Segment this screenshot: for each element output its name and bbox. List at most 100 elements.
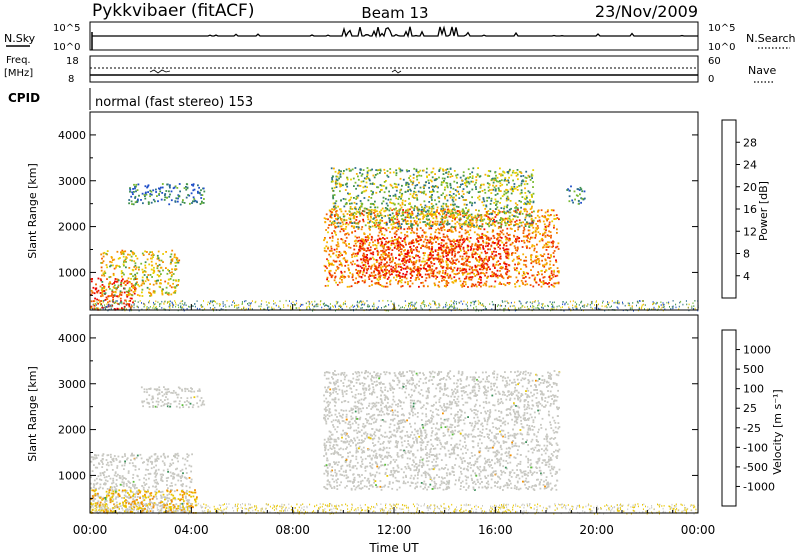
power-cell <box>652 301 654 303</box>
power-cell <box>485 280 488 283</box>
power-cell <box>154 306 156 309</box>
power-cell <box>507 277 509 280</box>
power-cell <box>493 242 496 245</box>
power-cell <box>91 278 93 280</box>
power-cell <box>401 279 403 281</box>
power-cell <box>197 184 199 187</box>
power-cell <box>141 302 142 304</box>
power-cell <box>437 227 440 230</box>
power-cell <box>460 249 462 252</box>
power-cell <box>608 301 610 304</box>
power-cell <box>353 222 356 224</box>
power-cell <box>359 200 362 202</box>
power-cell <box>494 247 496 250</box>
noise-right-tick-top: 10^5 <box>708 23 735 34</box>
power-cell <box>400 194 403 197</box>
power-cell <box>172 291 175 294</box>
power-cell <box>503 243 505 246</box>
power-cell <box>444 236 447 239</box>
power-cell <box>125 261 127 263</box>
power-cell <box>368 285 371 287</box>
power-cell <box>154 303 156 305</box>
power-cell <box>434 199 436 202</box>
power-cell <box>388 252 390 254</box>
power-cell <box>548 257 551 259</box>
power-cell <box>289 300 290 302</box>
power-cell <box>388 304 390 306</box>
power-cell <box>422 191 424 194</box>
power-cell <box>460 195 463 198</box>
power-cell <box>489 220 492 223</box>
power-cell <box>399 275 402 278</box>
power-cell <box>613 301 615 304</box>
power-cell <box>458 193 460 195</box>
power-cell <box>386 174 389 177</box>
power-cell <box>378 264 381 267</box>
power-cell <box>375 191 378 194</box>
power-cell <box>397 263 400 266</box>
power-cell <box>413 265 416 268</box>
power-cell <box>525 271 528 274</box>
power-cell <box>144 304 146 306</box>
power-cell <box>127 253 129 256</box>
power-cell <box>537 300 539 302</box>
power-cell <box>204 307 206 310</box>
power-cell <box>493 285 496 288</box>
power-cell <box>369 257 372 260</box>
power-cell <box>332 221 334 223</box>
power-cell <box>540 255 543 257</box>
power-cell <box>337 243 340 245</box>
power-cell <box>466 260 468 262</box>
power-cell <box>398 270 400 273</box>
power-cell <box>132 193 134 195</box>
power-cell <box>135 185 137 188</box>
power-cell <box>694 307 696 310</box>
power-cell <box>118 295 120 297</box>
power-cell <box>260 307 261 310</box>
power-cell <box>108 303 110 306</box>
power-cell <box>141 282 144 285</box>
power-cell <box>131 251 134 254</box>
power-cell <box>450 261 452 264</box>
power-cell <box>693 305 695 307</box>
power-cell <box>434 185 437 187</box>
power-cell <box>461 208 464 211</box>
power-cell <box>476 265 478 268</box>
power-cell <box>381 258 383 261</box>
power-cell <box>115 300 117 302</box>
power-cell <box>515 276 518 279</box>
power-cell <box>128 304 131 307</box>
power-cell <box>416 208 419 211</box>
power-cell <box>410 250 412 253</box>
power-cell <box>511 171 514 174</box>
power-cell <box>617 307 619 310</box>
power-cell <box>449 184 452 187</box>
power-cell <box>126 279 129 282</box>
power-cell <box>120 282 123 284</box>
power-cell <box>672 300 674 302</box>
power-cell <box>130 200 133 203</box>
power-cell <box>123 287 126 290</box>
power-cell <box>413 257 416 259</box>
power-cell <box>198 186 200 189</box>
power-cell <box>535 262 538 265</box>
power-cell <box>477 241 480 243</box>
power-cell <box>416 227 418 230</box>
power-cell <box>452 238 455 241</box>
power-cell <box>376 210 378 213</box>
power-cell <box>388 190 390 193</box>
freq-right-tick-bottom: 0 <box>708 74 714 85</box>
power-cell <box>491 188 494 191</box>
power-cell <box>526 301 528 303</box>
power-cell <box>337 215 339 218</box>
power-cell <box>173 186 176 189</box>
power-cell <box>436 185 439 188</box>
power-cell <box>486 196 489 199</box>
power-cell <box>362 210 365 212</box>
power-cell <box>431 268 433 271</box>
power-cell <box>445 246 448 249</box>
power-cell <box>357 300 358 303</box>
power-cell <box>311 301 313 303</box>
power-cell <box>451 244 454 247</box>
